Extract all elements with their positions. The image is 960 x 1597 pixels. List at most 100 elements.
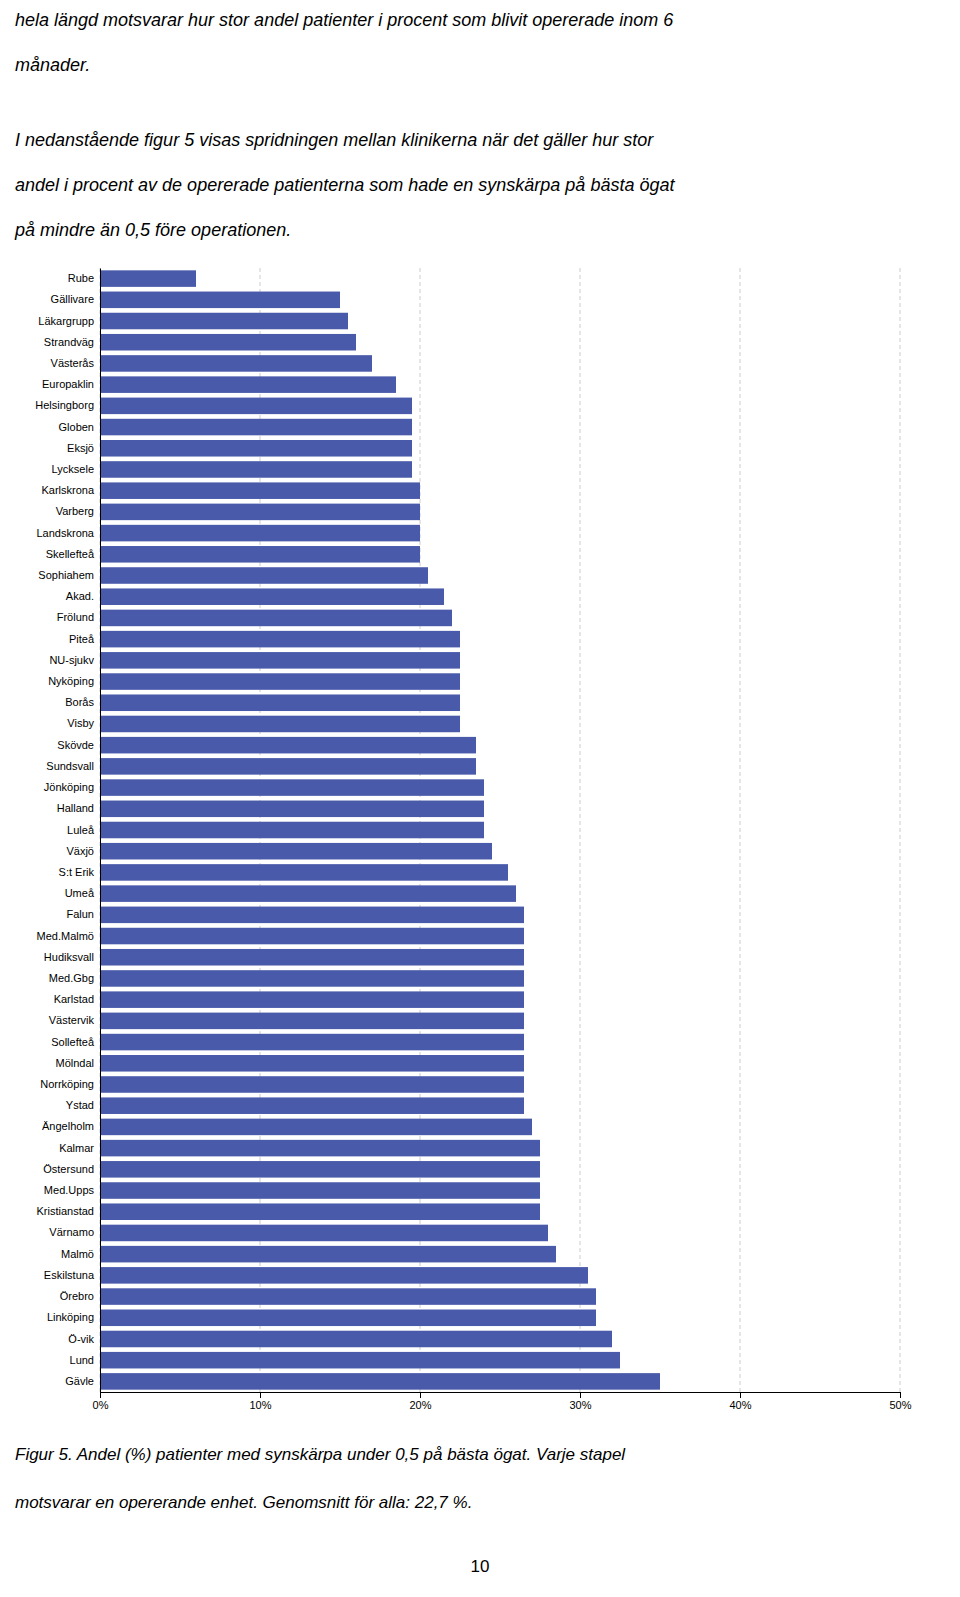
y-tick-label: Linköping (47, 1311, 94, 1323)
bar (100, 716, 460, 733)
y-tick-label: Mölndal (55, 1057, 94, 1069)
y-tick-label: Norrköping (40, 1078, 94, 1090)
y-tick-label: Europaklin (42, 378, 94, 390)
bar (100, 631, 460, 648)
y-tick: Frölund (57, 611, 94, 623)
chart: 0%10%20%30%40%50%RubeGällivareLäkargrupp… (35, 268, 911, 1411)
x-tick: 40% (729, 1392, 751, 1411)
y-tick-label: Globen (59, 421, 94, 433)
y-tick-label: Med.Malmö (37, 930, 94, 942)
y-tick: Växjö (66, 845, 94, 857)
bar (100, 525, 420, 542)
bar (100, 1055, 524, 1072)
y-tick-label: Med.Gbg (49, 972, 94, 984)
y-tick-label: Borås (65, 696, 94, 708)
y-tick-label: Värnamo (49, 1226, 94, 1238)
bar (100, 1246, 556, 1263)
y-tick-label: Sophiahem (38, 569, 94, 581)
y-tick: Läkargrupp (38, 315, 94, 327)
bar (100, 1034, 524, 1051)
bar (100, 949, 524, 966)
bar (100, 482, 420, 499)
y-tick: Visby (67, 717, 94, 729)
y-tick: Örebro (60, 1290, 94, 1302)
y-tick-label: Östersund (43, 1163, 94, 1175)
y-tick: Europaklin (42, 378, 94, 390)
body-text: månader. (15, 55, 90, 75)
bar (100, 907, 524, 924)
bar (100, 1310, 596, 1327)
y-tick-label: Nyköping (48, 675, 94, 687)
bar (100, 885, 516, 902)
y-tick-label: Västerås (51, 357, 95, 369)
y-tick: Malmö (61, 1248, 94, 1260)
bar (100, 991, 524, 1008)
bar (100, 1119, 532, 1136)
bar (100, 1373, 660, 1390)
y-tick: Sollefteå (51, 1036, 95, 1048)
x-tick-label: 40% (729, 1399, 751, 1411)
y-tick: Ö-vik (68, 1333, 94, 1345)
y-tick-label: Helsingborg (35, 399, 94, 411)
y-tick-label: Sollefteå (51, 1036, 95, 1048)
bar (100, 313, 348, 330)
y-tick: NU-sjukv (49, 654, 94, 666)
y-tick: Karlstad (54, 993, 94, 1005)
bar (100, 398, 412, 415)
y-tick-label: Gävle (65, 1375, 94, 1387)
x-tick-mark (580, 1392, 581, 1398)
bar (100, 355, 372, 372)
y-tick: Linköping (47, 1311, 94, 1323)
bar (100, 1288, 596, 1305)
y-tick-label: Ö-vik (68, 1333, 94, 1345)
bar (100, 440, 412, 457)
y-tick-label: Karlskrona (41, 484, 94, 496)
y-tick-label: Rube (68, 272, 94, 284)
y-tick-label: Falun (66, 908, 94, 920)
y-tick: Eskilstuna (44, 1269, 95, 1281)
bar (100, 779, 484, 796)
y-tick: Med.Gbg (49, 972, 94, 984)
y-tick-label: Luleå (67, 824, 95, 836)
bar (100, 292, 340, 309)
y-tick-label: Ängelholm (42, 1120, 94, 1132)
page-number: 10 (471, 1557, 490, 1576)
y-tick: Hudiksvall (44, 951, 94, 963)
x-axis: 0%10%20%30%40%50% (93, 1392, 912, 1411)
y-tick: S:t Erik (59, 866, 95, 878)
bars (100, 270, 660, 1389)
bar (100, 1097, 524, 1114)
x-tick: 30% (569, 1392, 591, 1411)
y-tick: Luleå (67, 824, 95, 836)
y-tick: Sophiahem (38, 569, 94, 581)
y-tick-label: Lund (70, 1354, 94, 1366)
y-tick-label: Västervik (49, 1014, 95, 1026)
y-tick-label: Med.Upps (44, 1184, 95, 1196)
bar (100, 843, 492, 860)
y-tick-label: Hudiksvall (44, 951, 94, 963)
x-tick-mark (260, 1392, 261, 1398)
y-tick-label: Karlstad (54, 993, 94, 1005)
y-axis: RubeGällivareLäkargruppStrandvägVästerås… (35, 269, 100, 1393)
bar (100, 270, 196, 287)
y-tick: Kristianstad (37, 1205, 94, 1217)
y-tick: Med.Malmö (37, 930, 94, 942)
bar (100, 461, 412, 478)
bar (100, 546, 420, 563)
y-tick: Halland (57, 802, 94, 814)
y-tick: Gävle (65, 1375, 94, 1387)
y-tick-label: Akad. (66, 590, 94, 602)
bar (100, 822, 484, 839)
y-tick-label: Jönköping (44, 781, 94, 793)
bar (100, 1331, 612, 1348)
y-tick: Falun (66, 908, 94, 920)
y-tick-label: Ystad (66, 1099, 94, 1111)
bar (100, 610, 452, 627)
y-tick-label: Eksjö (67, 442, 94, 454)
bar (100, 1013, 524, 1030)
y-tick-label: Gällivare (51, 293, 94, 305)
y-tick: Norrköping (40, 1078, 94, 1090)
bar (100, 694, 460, 711)
bar (100, 334, 356, 351)
bar (100, 673, 460, 690)
